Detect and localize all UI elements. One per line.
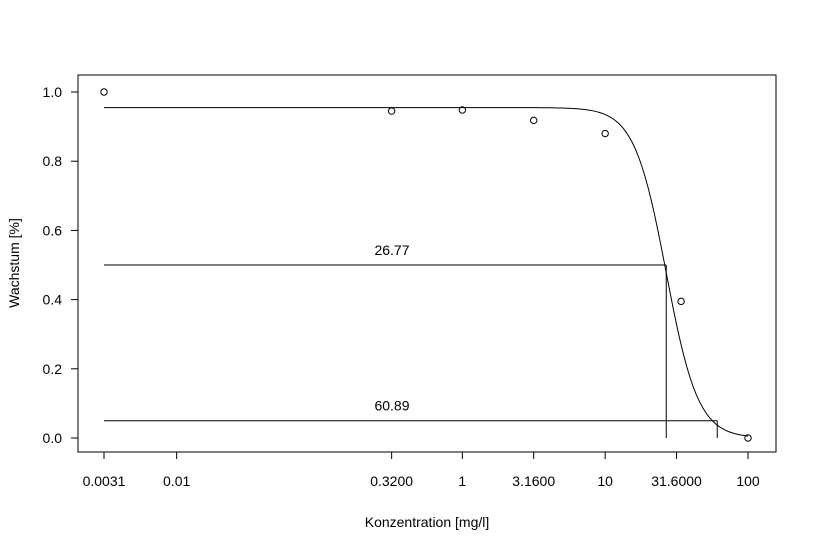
x-tick-label: 1: [458, 473, 466, 489]
x-tick-label: 3.1600: [512, 473, 555, 489]
data-point: [601, 129, 609, 138]
x-tick-label: 0.01: [163, 473, 190, 489]
x-axis-label: Konzentration [mg/l]: [365, 514, 490, 530]
data-point: [458, 106, 467, 114]
reference-line-label: 60.89: [374, 398, 409, 414]
plot-area-box: [77, 74, 777, 453]
x-tick-label: 10: [597, 473, 613, 489]
data-point: [744, 434, 752, 442]
x-tick-label: 0.0031: [83, 473, 126, 489]
x-tick-label: 0.3200: [370, 473, 413, 489]
x-tick-label: 100: [736, 473, 760, 489]
y-tick-label: 1.0: [43, 84, 63, 100]
axes: 0.0031 0.01 0.3200 1 3.1600 10 31.6000 100 0.0 0.…: [43, 84, 760, 489]
y-tick-label: 0.8: [43, 153, 63, 169]
data-point: [387, 107, 396, 115]
y-tick-label: 0.2: [43, 361, 63, 377]
reference-line-label: 26.77: [374, 242, 409, 258]
y-tick-label: 0.6: [43, 222, 63, 238]
data-point: [677, 297, 685, 306]
data-point: [100, 88, 108, 96]
data-point: [529, 116, 538, 125]
data-points: [100, 88, 752, 442]
fit-curve: [104, 107, 749, 437]
reference-lines: 26.77 60.89: [104, 242, 718, 438]
y-tick-label: 0.0: [43, 430, 63, 446]
x-tick-label: 31.6000: [651, 473, 702, 489]
y-axis-label: Wachstum [%]: [6, 218, 22, 308]
y-tick-label: 0.4: [43, 292, 63, 308]
